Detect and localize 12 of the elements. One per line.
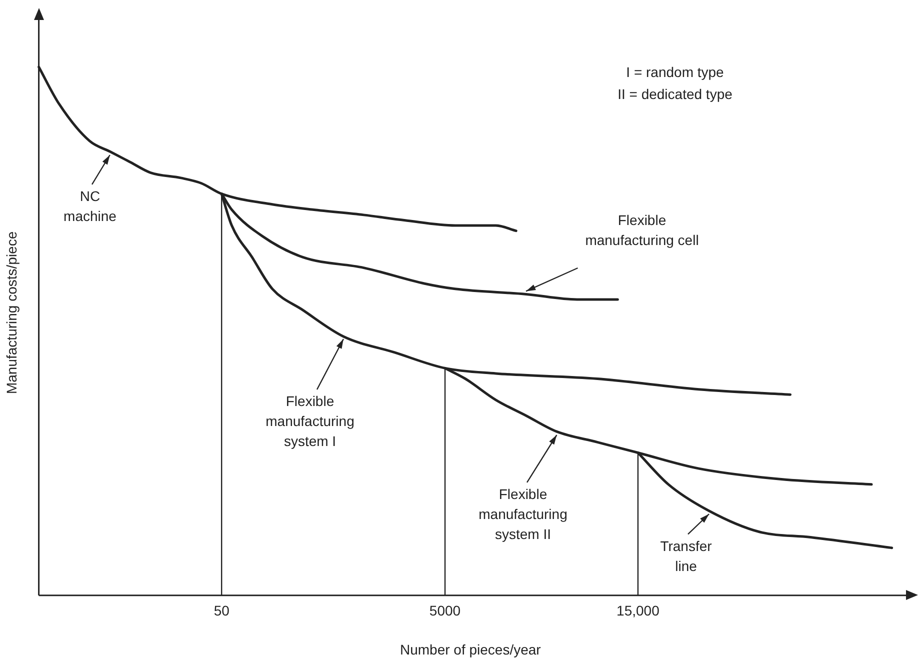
x-tick-label: 5000 [429, 602, 461, 619]
annotation: Transfer line [660, 538, 712, 574]
x-axis-title: Number of pieces/year [400, 641, 542, 658]
annotation: Flexible manufacturing cell [585, 212, 699, 248]
annotation: Flexible manufacturing system I [266, 392, 354, 449]
annotation: Flexible manufacturing system II [478, 486, 568, 542]
annotation: I = random type [626, 64, 724, 80]
annotation: NC machine [64, 188, 117, 224]
annotation: II = dedicated type [618, 86, 733, 102]
x-tick-label: 15,000 [616, 602, 660, 619]
x-tick-label: 50 [214, 602, 230, 619]
y-axis-title: Manufacturing costs/piece [3, 231, 20, 394]
